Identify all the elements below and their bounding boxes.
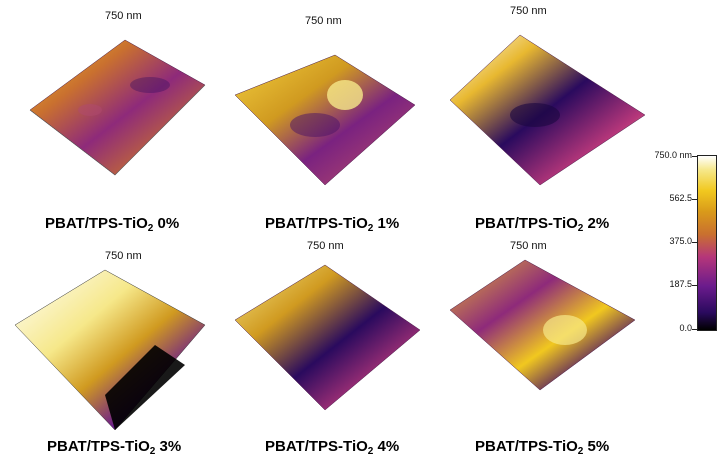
afm-panel-4: 750 nm PBAT/TPS-TiO2 4% [225,235,445,460]
scale-tick-mark [692,285,697,286]
panel-caption: PBAT/TPS-TiO2 0% [45,215,180,234]
height-label: 750 nm [510,5,547,17]
scale-tick-label: 562.5 [669,193,692,203]
height-label: 750 nm [307,240,344,252]
height-label: 750 nm [105,10,142,22]
scale-tick-mark [692,242,697,243]
scale-tick-mark [692,199,697,200]
afm-3d-surface [234,264,421,411]
afm-panel-5: 750 nm PBAT/TPS-TiO2 5% [445,235,660,460]
afm-panel-2: 750 nm PBAT/TPS-TiO2 2% [445,5,660,234]
height-label: 750 nm [305,15,342,27]
height-color-scale [697,155,717,331]
afm-3d-surface [449,34,646,186]
scale-tick-label: 0.0 [679,323,692,333]
scale-tick-mark [692,329,697,330]
afm-3d-surface [449,259,636,391]
panel-caption: PBAT/TPS-TiO2 1% [265,215,400,234]
panel-caption: PBAT/TPS-TiO2 3% [47,438,182,457]
height-label: 750 nm [105,250,142,262]
panel-caption: PBAT/TPS-TiO2 4% [265,438,400,457]
scale-tick-label: 375.0 [669,236,692,246]
scale-tick-label: 750.0 nm [654,150,692,160]
height-label: 750 nm [510,240,547,252]
scale-tick-label: 187.5 [669,279,692,289]
afm-3d-surface [14,269,206,431]
panel-caption: PBAT/TPS-TiO2 2% [475,215,610,234]
afm-3d-surface [29,39,206,176]
afm-panel-0: 750 nm PBAT/TPS-TiO2 0% [10,10,225,234]
afm-panel-1: 750 nm PBAT/TPS-TiO2 1% [225,10,445,234]
afm-panel-3: PBAT/TPS-TiO2 3% [5,245,225,460]
afm-3d-surface [234,54,416,186]
scale-tick-mark [692,156,697,157]
panel-caption: PBAT/TPS-TiO2 5% [475,438,610,457]
